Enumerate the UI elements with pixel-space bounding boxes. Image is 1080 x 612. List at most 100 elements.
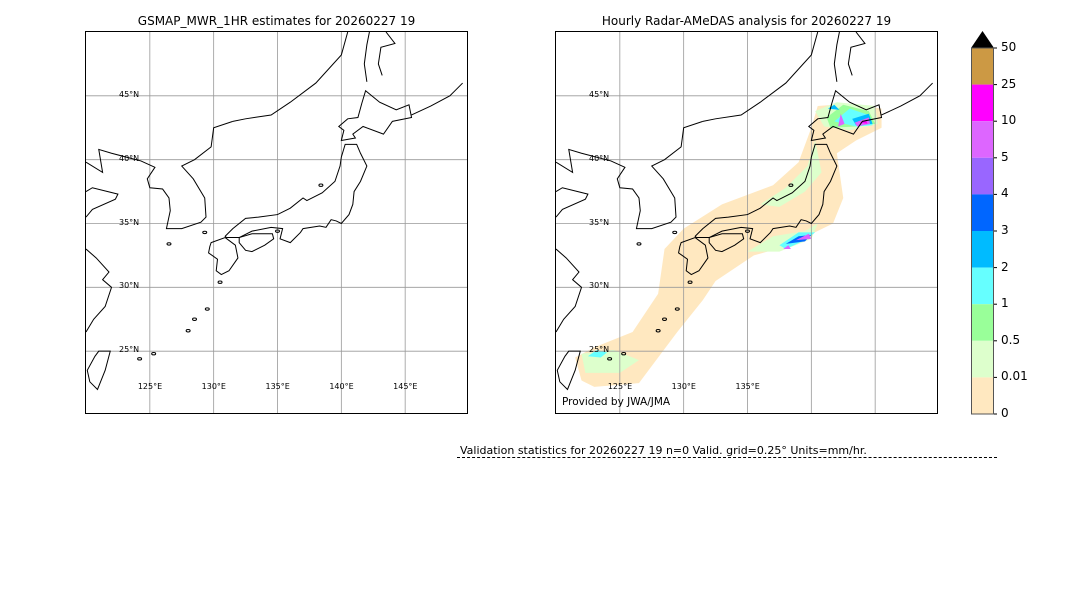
left-map: 45°N 40°N 35°N 30°N 25°N 125°E 130°E 135°E 140°E…	[85, 31, 468, 414]
validation-stats: Validation statistics for 20260227 19 n=…	[460, 444, 867, 457]
coastline-shikoku	[708, 233, 745, 253]
lat-label: 25°N	[119, 345, 140, 355]
lat-label: 35°N	[119, 217, 140, 227]
precip-area	[747, 223, 818, 252]
colorbar-label: 4	[1001, 186, 1009, 201]
island	[745, 229, 750, 233]
colorbar-segment	[971, 157, 994, 195]
coastline	[556, 248, 583, 333]
coastline	[847, 32, 866, 76]
colorbar-label: 0	[1001, 406, 1009, 420]
island	[621, 352, 627, 356]
island	[137, 357, 143, 361]
coastline	[377, 32, 396, 76]
colorbar-segment	[971, 231, 994, 268]
precip-area	[796, 233, 812, 241]
lat-label: 45°N	[119, 89, 140, 99]
colorbar-segment	[971, 84, 994, 122]
colorbar-segment	[971, 340, 994, 378]
colorbar-label: 3	[1001, 223, 1009, 237]
coastline-honshu	[694, 143, 838, 244]
right-map-title: Hourly Radar-AMeDAS analysis for 2026022…	[601, 14, 892, 28]
coastline-honshu	[224, 143, 368, 244]
coastline-kyushu	[678, 236, 709, 276]
precip-area	[575, 103, 882, 387]
coastline	[86, 120, 233, 230]
lon-label: 125°E	[607, 382, 633, 391]
colorbar-label: 2	[1001, 259, 1009, 274]
coastline	[881, 82, 933, 116]
lon-label: 130°E	[671, 382, 696, 391]
colorbar-segment	[971, 121, 994, 158]
right_panel-map-canvas	[556, 32, 937, 413]
island	[166, 242, 172, 246]
lat-label: 40°N	[119, 153, 140, 163]
coastline-hokkaido	[807, 89, 883, 142]
island	[788, 183, 794, 187]
island	[662, 317, 668, 321]
coastline	[86, 248, 113, 333]
left-map-title: GSMAP_MWR_1HR estimates for 20260227 19	[137, 14, 416, 28]
coastline	[232, 32, 349, 122]
colorbar-label: 1	[1001, 296, 1009, 311]
lat-label: 30°N	[119, 281, 140, 291]
lon-label: 135°E	[735, 382, 760, 391]
lon-label: 140°E	[329, 382, 354, 391]
coastline-shikoku	[238, 233, 275, 253]
island	[185, 329, 191, 333]
island	[151, 352, 157, 356]
precip-area	[783, 245, 791, 250]
lon-label: 130°E	[201, 382, 226, 391]
colorbar-label: 0.5	[1001, 332, 1021, 347]
left_panel-map-canvas	[86, 32, 467, 413]
colorbar-label: 5	[1001, 149, 1009, 164]
colorbar-label: 25	[1001, 76, 1017, 91]
island	[192, 317, 198, 321]
island	[318, 183, 324, 187]
island	[607, 357, 613, 361]
colorbar-label: 0.01	[1001, 369, 1028, 384]
colorbar-label: 50	[1001, 40, 1017, 54]
precip-area	[838, 113, 845, 127]
right-map: 45°N 40°N 35°N 30°N 25°N 125°E 130°E 135°E Provi…	[555, 31, 938, 414]
island	[672, 230, 678, 235]
credit-text: Provided by JWA/JMA	[562, 396, 671, 408]
island	[636, 242, 642, 246]
island	[204, 307, 210, 311]
dashed-divider	[457, 457, 997, 458]
island	[655, 329, 661, 333]
coastline	[86, 187, 119, 218]
colorbar	[971, 31, 997, 415]
lon-label: 125°E	[137, 382, 163, 391]
lat-label: 30°N	[589, 281, 610, 291]
island	[275, 229, 280, 233]
coastline-kyushu	[208, 236, 239, 276]
coastline	[363, 32, 370, 82]
island	[217, 280, 223, 284]
island	[674, 307, 680, 311]
coastline	[556, 187, 589, 218]
lat-label: 35°N	[589, 217, 610, 227]
colorbar-segment	[971, 194, 994, 231]
coastline	[702, 32, 819, 122]
colorbar-segment	[971, 267, 994, 305]
lon-label: 135°E	[265, 382, 290, 391]
precip-area	[587, 349, 608, 358]
island	[202, 230, 208, 235]
coastline	[411, 82, 463, 116]
colorbar-label: 10	[1001, 113, 1017, 128]
coastline-taiwan	[556, 350, 581, 391]
colorbar-segment	[971, 377, 994, 414]
coastline-taiwan	[86, 350, 111, 391]
colorbar-segment	[971, 48, 994, 85]
lon-label: 145°E	[393, 382, 418, 391]
colorbar-extend-arrow	[971, 31, 994, 48]
lat-label: 45°N	[589, 89, 610, 99]
lat-label: 40°N	[589, 153, 610, 163]
coastline	[556, 120, 703, 230]
island	[687, 280, 693, 284]
lat-label: 25°N	[589, 345, 610, 355]
colorbar-segment	[971, 304, 994, 341]
coastline-hokkaido	[337, 89, 413, 142]
coastline	[833, 32, 840, 82]
